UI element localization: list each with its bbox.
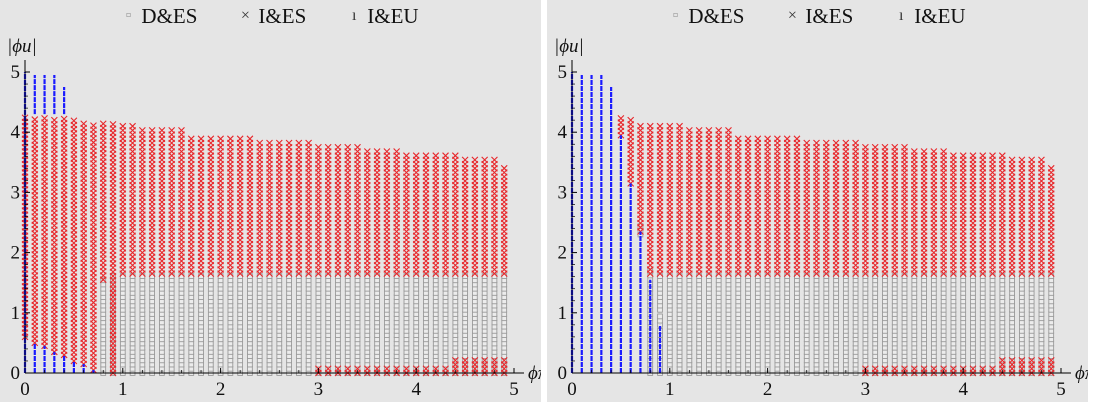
x-tick-label: 2 xyxy=(216,379,226,400)
legend-label-des: D&ES xyxy=(141,4,197,29)
y-tick-label: 5 xyxy=(11,62,21,83)
left-legend: ▫ D&ES × I&ES ı I&EU xyxy=(0,4,541,28)
y-tick-label: 2 xyxy=(11,243,21,264)
legend-item-ieu: ı I&EU xyxy=(348,4,418,29)
square-marker-icon: ▫ xyxy=(669,8,681,24)
legend-item-ieu: ı I&EU xyxy=(895,4,965,29)
x-tick-label: 4 xyxy=(411,379,421,400)
y-tick-label: 1 xyxy=(11,303,21,324)
legend-item-des: ▫ D&ES xyxy=(669,4,744,29)
legend-label-ieu: I&EU xyxy=(914,4,965,29)
x-tick-label: 0 xyxy=(20,379,30,400)
legend-label-ieu: I&EU xyxy=(367,4,418,29)
x-tick-label: 3 xyxy=(314,379,324,400)
legend-item-ies: × I&ES xyxy=(786,4,853,29)
bar-marker-icon: ı xyxy=(895,8,907,24)
x-tick-label: 1 xyxy=(118,379,128,400)
y-tick-label: 0 xyxy=(11,363,21,384)
y-tick-label: 4 xyxy=(11,122,21,143)
cross-marker-icon: × xyxy=(239,8,251,24)
left-chart: 0 1 2 3 4 5 0 1 2 3 4 5 |ϕu| ϕπ xyxy=(0,0,541,402)
x-axis-label: ϕπ xyxy=(528,363,541,384)
legend-label-ies: I&ES xyxy=(805,4,853,29)
right-legend: ▫ D&ES × I&ES ı I&EU xyxy=(547,4,1088,28)
legend-item-des: ▫ D&ES xyxy=(122,4,197,29)
legend-label-ies: I&ES xyxy=(258,4,306,29)
square-marker-icon: ▫ xyxy=(122,8,134,24)
legend-label-des: D&ES xyxy=(688,4,744,29)
left-chart-panel: ▫ D&ES × I&ES ı I&EU 0 1 2 3 4 5 0 1 2 3 4 5 |ϕu| ϕπ xyxy=(0,0,541,402)
x-tick-label: 5 xyxy=(509,379,519,400)
y-axis-label: |ϕu| xyxy=(7,36,37,57)
cross-marker-icon: × xyxy=(786,8,798,24)
y-tick-label: 3 xyxy=(11,182,21,203)
des-mark xyxy=(658,314,663,319)
legend-item-ies: × I&ES xyxy=(239,4,306,29)
bar-marker-icon: ı xyxy=(348,8,360,24)
